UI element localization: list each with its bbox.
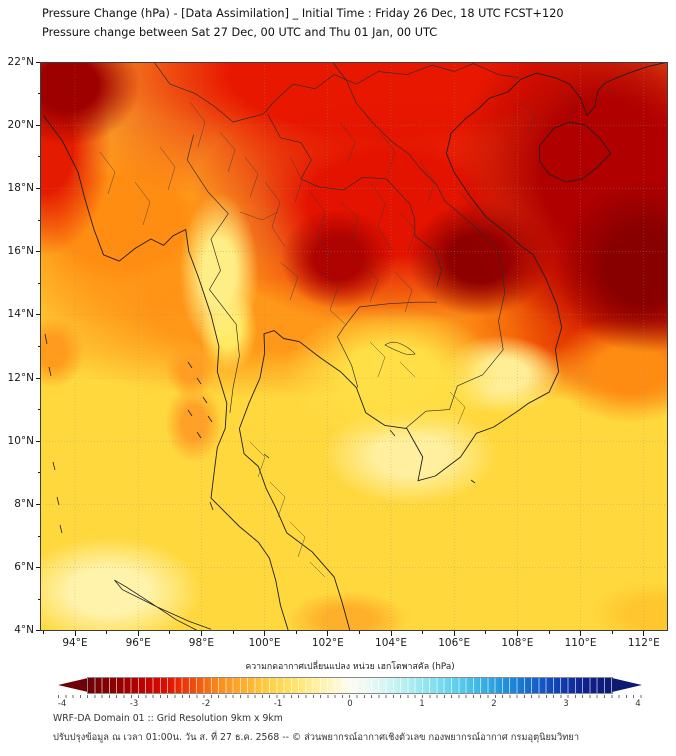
axis-tick (106, 631, 108, 634)
colorbar-tick-label: -4 (57, 699, 67, 709)
axis-tick (74, 631, 76, 636)
x-axis-tick-label: 106°E (438, 637, 471, 649)
axis-tick (37, 282, 40, 284)
x-axis-tick-label: 98°E (188, 637, 215, 649)
y-axis-tick-label: 4°N (14, 624, 34, 637)
colorbar-tick-label: 1 (419, 699, 425, 709)
map-overlay-svg (40, 62, 668, 631)
colorbar-tick-label: -1 (273, 699, 283, 709)
axis-tick (35, 630, 40, 632)
axis-tick (37, 598, 40, 600)
colorbar-minor-ticks (58, 694, 642, 698)
colorbar-gradient-bar (87, 677, 613, 694)
axis-tick (37, 472, 40, 474)
pressure-change-heatmap (40, 62, 668, 631)
axis-tick (37, 156, 40, 158)
axis-tick (232, 631, 234, 634)
chart-title-line-1: Pressure Change (hPa) - [Data Assimilati… (42, 7, 564, 20)
axis-tick (516, 631, 518, 636)
axis-tick (295, 631, 297, 634)
axis-tick (264, 631, 266, 636)
axis-tick (580, 631, 582, 636)
hainan-island-outline (539, 121, 612, 183)
y-axis-tick-label: 22°N (7, 55, 34, 68)
border-myanmar-thailand (186, 134, 240, 413)
axis-tick (35, 440, 40, 442)
axis-tick (35, 124, 40, 126)
axis-tick (37, 409, 40, 411)
axis-tick (358, 631, 360, 634)
coastline-west (43, 115, 289, 631)
y-axis-tick-label: 6°N (14, 561, 34, 574)
colorbar-right-arrow (612, 678, 642, 692)
axis-tick (137, 631, 139, 636)
footer-domain-info: WRF-DA Domain 01 :: Grid Resolution 9km … (53, 713, 283, 724)
y-axis-tick-label: 12°N (7, 371, 34, 384)
y-axis-tick-label: 8°N (14, 497, 34, 510)
footer-agency-info: ปรับปรุงข้อมูล ณ เวลา 01:00น. วัน ส. ที่… (53, 732, 580, 743)
province-boundaries (99, 81, 616, 578)
colorbar-tick-label: -3 (129, 699, 139, 709)
sumatra-outline (114, 579, 212, 631)
islands (44, 333, 476, 534)
axis-tick (37, 219, 40, 221)
axis-tick (35, 377, 40, 379)
map-plot-area (40, 62, 668, 631)
x-axis-tick-label: 102°E (311, 637, 344, 649)
colorbar-tick-label: 4 (635, 699, 641, 709)
axis-tick (453, 631, 455, 636)
y-axis-tick-label: 14°N (7, 308, 34, 321)
colorbar-tick-label: 0 (347, 699, 353, 709)
border-laos-vietnam-cambodia (332, 62, 506, 429)
x-axis-tick-label: 104°E (375, 637, 407, 649)
x-axis-tick-label: 110°E (564, 637, 597, 649)
colorbar-tick-label: 2 (491, 699, 497, 709)
axis-tick (37, 535, 40, 537)
colorbar-tick-label: -2 (201, 699, 211, 709)
axis-tick (327, 631, 329, 636)
axis-tick (35, 503, 40, 505)
axis-tick (548, 631, 550, 634)
axis-tick (35, 187, 40, 189)
x-axis-tick-label: 100°E (248, 637, 281, 649)
chart-title-line-2: Pressure change between Sat 27 Dec, 00 U… (42, 26, 438, 39)
axis-tick (37, 93, 40, 95)
axis-tick (35, 61, 40, 63)
axis-tick (169, 631, 171, 634)
border-thailand-cambodia (337, 301, 437, 388)
border-china-north (153, 62, 520, 123)
border-thailand-laos-mekong (267, 113, 442, 287)
axis-tick (35, 567, 40, 569)
axis-tick (485, 631, 487, 634)
y-axis-tick-label: 16°N (7, 245, 34, 258)
axis-tick (390, 631, 392, 636)
colorbar-left-arrow (58, 678, 88, 692)
x-axis-tick-label: 112°E (627, 637, 660, 649)
colorbar-tick-label: 3 (563, 699, 569, 709)
x-axis-tick-label: 96°E (125, 637, 151, 649)
tonle-sap-lake-outline (384, 341, 416, 355)
axis-tick (422, 631, 424, 634)
plot-frame (40, 62, 668, 631)
axis-tick (643, 631, 645, 636)
axis-tick (42, 631, 44, 634)
axis-tick (37, 345, 40, 347)
coastline-east (238, 62, 668, 631)
axis-tick (611, 631, 613, 634)
y-axis-tick-label: 10°N (7, 434, 34, 447)
y-axis-tick-label: 18°N (7, 181, 34, 194)
colorbar-title: ความกดอากาศเปลี่ยนแปลง หน่วย เฮกโตพาสคัล… (245, 662, 455, 672)
x-axis-tick-label: 108°E (501, 637, 534, 649)
axis-tick (200, 631, 202, 636)
x-axis-tick-label: 94°E (62, 637, 88, 649)
axis-tick (35, 314, 40, 316)
axis-tick (35, 251, 40, 253)
y-axis-tick-label: 20°N (7, 118, 34, 131)
